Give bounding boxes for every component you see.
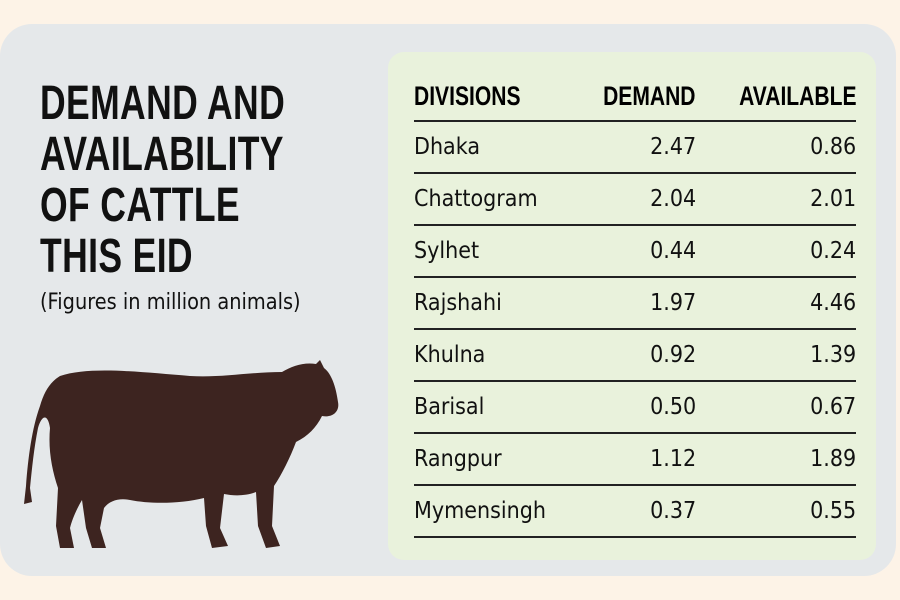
cell-division: Khulna [414,329,570,382]
column-header-available: AVAILABLE [695,72,856,122]
subtitle: (Figures in million animals) [40,290,301,315]
data-table: DIVISIONS DEMAND AVAILABLE Dhaka 2.47 0.86… [414,72,856,538]
title-line: AVAILABILITY [40,128,284,181]
table-row: Khulna 0.92 1.39 [414,329,856,382]
table-row: Sylhet 0.44 0.24 [414,225,856,278]
table-row: Barisal 0.50 0.67 [414,381,856,434]
cell-demand: 0.44 [569,225,696,278]
title-line: DEMAND AND [40,77,286,130]
cell-division: Rangpur [414,433,570,486]
cell-demand: 0.37 [569,485,696,538]
table-row: Rangpur 1.12 1.89 [414,433,856,486]
title: DEMAND AND AVAILABILITY OF CATTLE THIS E… [40,78,380,282]
title-line: OF CATTLE [40,179,240,232]
table-row: Dhaka 2.47 0.86 [414,121,856,174]
cell-division: Sylhet [414,225,570,278]
cell-available: 0.86 [695,121,856,174]
table-row: Mymensingh 0.37 0.55 [414,485,856,538]
cell-available: 0.24 [695,225,856,278]
cell-division: Mymensingh [414,485,570,538]
cell-demand: 0.50 [569,381,696,434]
cell-demand: 0.92 [569,329,696,382]
column-header-demand: DEMAND [569,72,696,122]
column-header-divisions: DIVISIONS [414,72,570,122]
table-row: Rajshahi 1.97 4.46 [414,277,856,330]
cell-division: Barisal [414,381,570,434]
cell-division: Rajshahi [414,277,570,330]
cell-available: 2.01 [695,173,856,226]
cell-available: 1.39 [695,329,856,382]
data-table-panel: DIVISIONS DEMAND AVAILABLE Dhaka 2.47 0.86… [388,52,876,560]
cell-division: Chattogram [414,173,570,226]
cow-icon [24,360,339,548]
cell-demand: 1.97 [569,277,696,330]
cell-available: 0.55 [695,485,856,538]
table-row: Chattogram 2.04 2.01 [414,173,856,226]
cell-demand: 2.04 [569,173,696,226]
title-line: THIS EID [40,230,193,283]
cell-division: Dhaka [414,121,570,174]
table-header-row: DIVISIONS DEMAND AVAILABLE [414,72,856,122]
cell-available: 1.89 [695,433,856,486]
cell-demand: 2.47 [569,121,696,174]
cell-demand: 1.12 [569,433,696,486]
cell-available: 0.67 [695,381,856,434]
cell-available: 4.46 [695,277,856,330]
